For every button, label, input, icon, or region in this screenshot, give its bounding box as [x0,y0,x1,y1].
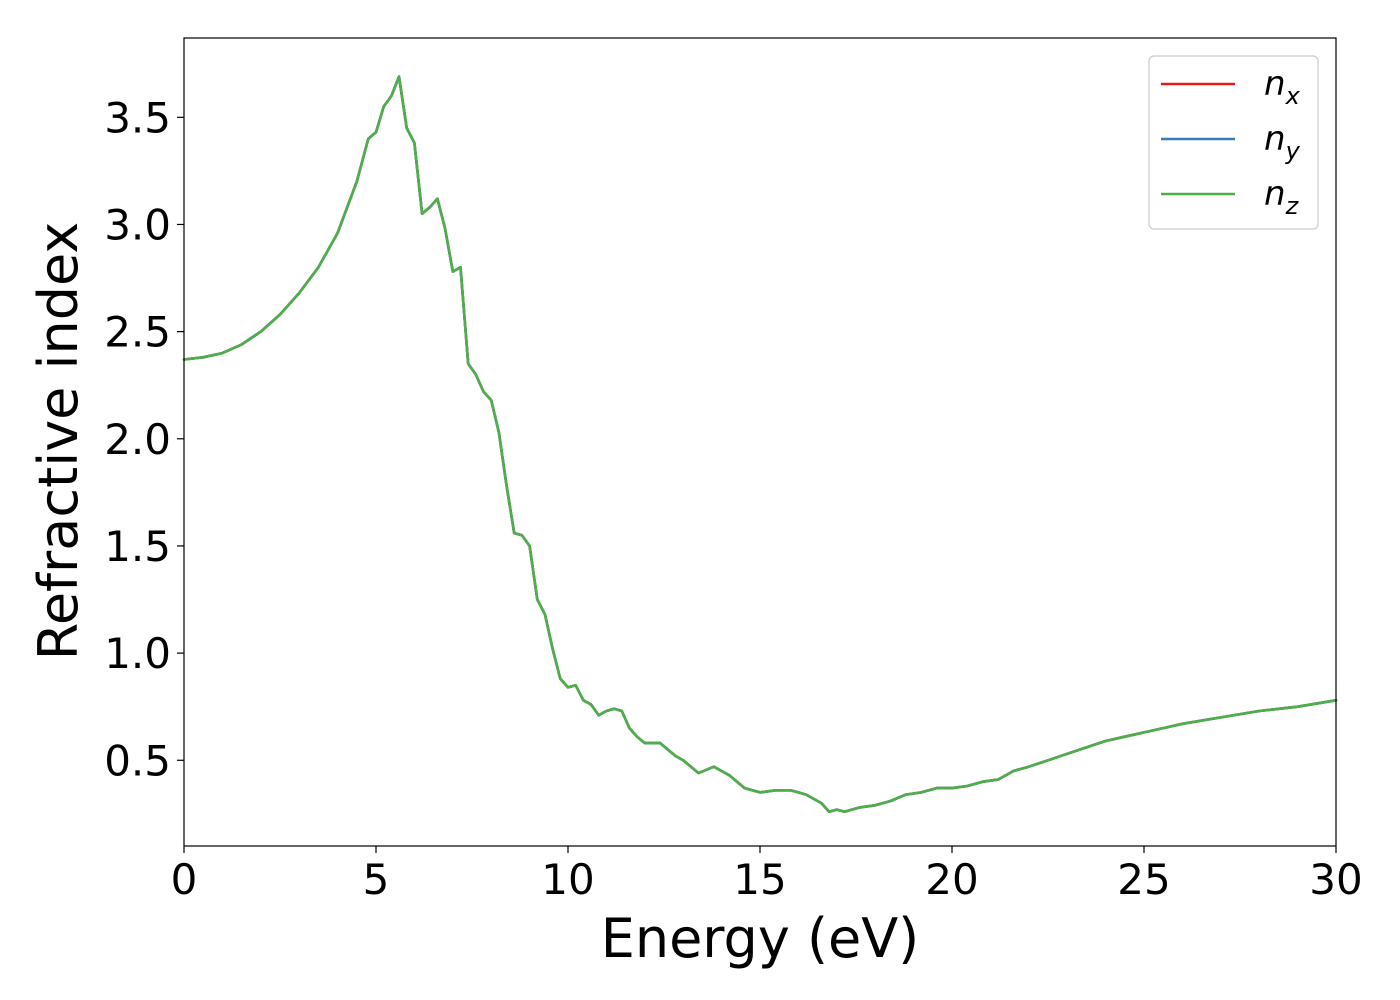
y-tick-label: 1.0 [104,629,171,678]
y-tick-label: 2.0 [104,415,171,464]
legend-label-main: n [1264,64,1286,104]
y-tick-label: 3.0 [104,200,171,249]
legend-label-subscript: x [1285,82,1301,110]
legend-label-nx: nx [1264,64,1301,110]
x-tick-label: 0 [171,855,198,904]
y-tick-label: 3.5 [104,93,171,142]
x-tick-label: 15 [733,855,786,904]
legend-label-subscript: z [1285,192,1300,220]
y-axis-label: Refractive index [27,222,90,661]
x-tick-label: 25 [1117,855,1170,904]
y-tick-label: 0.5 [104,736,171,785]
y-axis-ticks: 0.5 1.0 1.5 2.0 2.5 3.0 3.5 [104,93,184,785]
x-axis-label: Energy (eV) [601,907,920,970]
x-tick-label: 20 [925,855,978,904]
legend-label-nz: nz [1264,174,1300,220]
x-tick-label: 10 [541,855,594,904]
y-tick-label: 1.5 [104,522,171,571]
x-tick-label: 30 [1309,855,1362,904]
x-axis-ticks: 0 5 10 15 20 25 30 [171,846,1363,904]
series-layer [182,75,1338,814]
legend-label-ny: ny [1264,119,1301,165]
legend-label-main: n [1264,119,1286,159]
legend-label-subscript: y [1285,137,1301,165]
legend-box [1148,55,1319,230]
x-tick-label: 5 [363,855,390,904]
legend-label-main: n [1264,174,1286,214]
y-tick-label: 2.5 [104,308,171,357]
series-line-nz [182,75,1338,814]
